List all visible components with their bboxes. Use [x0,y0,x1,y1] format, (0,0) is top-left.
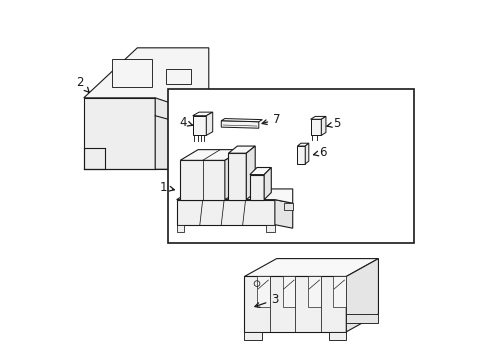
Polygon shape [307,276,320,307]
Polygon shape [83,48,208,116]
Polygon shape [176,200,274,225]
Polygon shape [206,112,212,135]
Polygon shape [346,314,378,323]
Polygon shape [221,118,262,122]
Text: 5: 5 [326,117,340,130]
Polygon shape [228,146,255,153]
Polygon shape [180,150,242,160]
Polygon shape [192,112,212,116]
Text: 6: 6 [313,146,326,159]
Text: 1: 1 [159,181,174,194]
Polygon shape [155,98,208,169]
Bar [167,89,413,243]
Text: 3: 3 [254,293,278,307]
Polygon shape [192,116,206,135]
Text: 4: 4 [179,116,192,129]
Polygon shape [282,276,295,307]
Polygon shape [165,69,190,84]
Polygon shape [328,332,346,340]
Polygon shape [346,258,378,332]
Polygon shape [249,167,271,175]
Polygon shape [228,153,246,200]
Polygon shape [112,59,151,87]
Polygon shape [249,175,264,200]
Text: 2: 2 [77,76,89,93]
Polygon shape [297,143,308,146]
Polygon shape [310,116,325,119]
Polygon shape [332,276,345,307]
Text: 7: 7 [262,113,280,126]
Polygon shape [83,98,155,169]
Polygon shape [224,150,242,200]
Polygon shape [244,276,346,332]
Polygon shape [297,146,305,164]
Polygon shape [244,332,261,340]
Polygon shape [244,258,378,276]
Polygon shape [257,276,269,307]
Polygon shape [310,119,321,135]
Polygon shape [221,121,258,128]
Polygon shape [264,167,271,200]
Polygon shape [321,116,325,135]
Polygon shape [274,200,292,228]
Polygon shape [246,146,255,200]
Polygon shape [283,203,292,210]
Polygon shape [176,225,183,232]
Polygon shape [305,143,308,164]
Polygon shape [265,225,274,232]
Polygon shape [180,160,224,200]
Polygon shape [176,189,292,203]
